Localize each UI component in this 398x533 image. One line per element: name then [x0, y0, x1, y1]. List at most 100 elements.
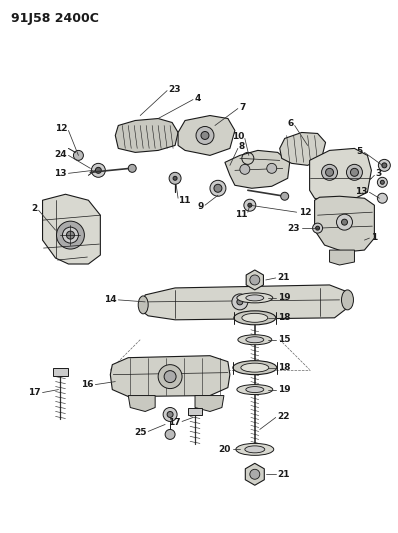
Text: 11: 11 — [178, 196, 191, 205]
Text: 15: 15 — [278, 335, 290, 344]
Text: 17: 17 — [28, 389, 41, 398]
Circle shape — [248, 203, 252, 207]
Text: 11: 11 — [235, 209, 247, 219]
Text: 5: 5 — [357, 147, 363, 156]
Text: 12: 12 — [298, 208, 311, 217]
Circle shape — [232, 294, 248, 310]
Circle shape — [382, 163, 387, 168]
Text: 21: 21 — [278, 273, 290, 282]
Circle shape — [237, 299, 243, 305]
Ellipse shape — [236, 443, 274, 455]
Circle shape — [341, 219, 347, 225]
Circle shape — [163, 408, 177, 422]
Circle shape — [337, 214, 353, 230]
Text: 21: 21 — [278, 470, 290, 479]
Polygon shape — [128, 395, 155, 411]
Circle shape — [240, 164, 250, 174]
Text: 18: 18 — [278, 313, 290, 322]
Text: 24: 24 — [54, 150, 67, 159]
Text: 17: 17 — [168, 418, 180, 426]
Ellipse shape — [245, 446, 265, 453]
Ellipse shape — [237, 385, 273, 394]
Polygon shape — [310, 148, 371, 202]
Ellipse shape — [234, 311, 276, 325]
Text: 16: 16 — [81, 381, 94, 390]
Circle shape — [74, 150, 84, 160]
Circle shape — [164, 370, 176, 383]
Polygon shape — [246, 270, 263, 290]
Text: 23: 23 — [169, 85, 181, 94]
Circle shape — [267, 163, 277, 173]
Ellipse shape — [246, 386, 264, 393]
Circle shape — [250, 275, 260, 285]
Text: 18: 18 — [278, 363, 290, 372]
Circle shape — [377, 177, 387, 187]
Polygon shape — [43, 194, 100, 264]
Polygon shape — [245, 463, 264, 485]
Circle shape — [128, 164, 136, 172]
Circle shape — [196, 126, 214, 144]
Text: 3: 3 — [376, 169, 382, 179]
Circle shape — [165, 430, 175, 439]
Text: 10: 10 — [232, 132, 244, 141]
Circle shape — [173, 176, 177, 180]
Text: 2: 2 — [31, 204, 37, 213]
Circle shape — [96, 167, 101, 173]
Polygon shape — [178, 116, 235, 156]
Text: 8: 8 — [239, 142, 245, 151]
Text: 4: 4 — [195, 94, 201, 103]
Circle shape — [244, 199, 256, 211]
Circle shape — [351, 168, 359, 176]
Circle shape — [201, 132, 209, 140]
Text: 12: 12 — [55, 124, 68, 133]
Circle shape — [378, 159, 390, 171]
Circle shape — [326, 168, 334, 176]
Circle shape — [214, 184, 222, 192]
Text: 25: 25 — [134, 427, 146, 437]
Ellipse shape — [242, 313, 268, 322]
Circle shape — [169, 172, 181, 184]
Circle shape — [377, 193, 387, 203]
Polygon shape — [195, 395, 224, 411]
Text: 20: 20 — [219, 445, 231, 454]
Circle shape — [322, 164, 338, 180]
Text: 14: 14 — [103, 295, 116, 304]
Bar — [53, 368, 68, 376]
Circle shape — [210, 180, 226, 196]
Polygon shape — [225, 150, 290, 188]
Ellipse shape — [246, 295, 264, 301]
Text: 19: 19 — [278, 385, 291, 394]
Ellipse shape — [237, 293, 273, 303]
Polygon shape — [280, 133, 326, 165]
Circle shape — [316, 226, 320, 230]
Ellipse shape — [246, 337, 264, 343]
Circle shape — [380, 180, 384, 184]
Text: 1: 1 — [371, 233, 378, 242]
Circle shape — [92, 163, 105, 177]
Ellipse shape — [238, 335, 272, 345]
Polygon shape — [140, 285, 347, 320]
Circle shape — [66, 231, 74, 239]
Circle shape — [250, 469, 260, 479]
Text: 7: 7 — [240, 103, 246, 112]
Circle shape — [312, 223, 322, 233]
Circle shape — [57, 221, 84, 249]
Polygon shape — [110, 356, 230, 397]
Text: 13: 13 — [355, 187, 368, 196]
Circle shape — [62, 227, 78, 243]
Text: 6: 6 — [287, 119, 294, 128]
Ellipse shape — [341, 290, 353, 310]
Text: 23: 23 — [287, 224, 300, 232]
Ellipse shape — [233, 361, 277, 375]
Ellipse shape — [138, 296, 148, 314]
Polygon shape — [115, 118, 178, 152]
Text: 91J58 2400C: 91J58 2400C — [11, 12, 99, 26]
Text: 22: 22 — [277, 412, 290, 421]
Ellipse shape — [241, 363, 269, 372]
Bar — [188, 408, 202, 416]
Polygon shape — [330, 250, 355, 265]
Circle shape — [347, 164, 363, 180]
Circle shape — [167, 411, 173, 417]
Text: 9: 9 — [197, 202, 203, 211]
Polygon shape — [314, 196, 375, 252]
